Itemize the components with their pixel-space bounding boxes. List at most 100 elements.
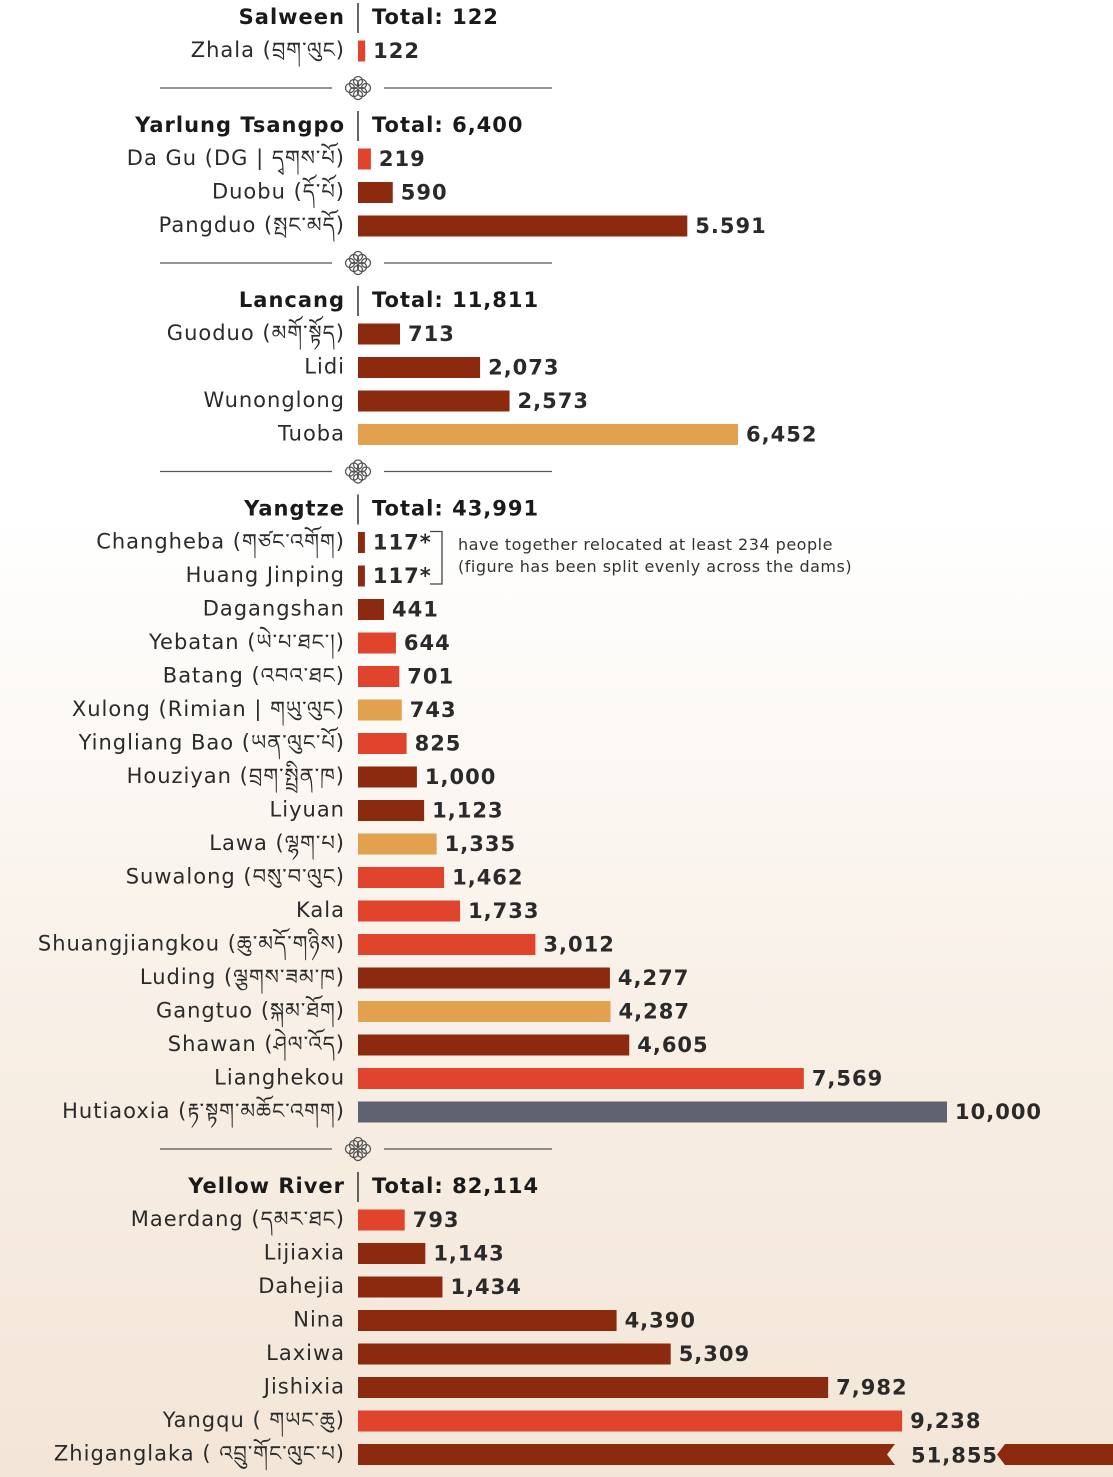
bar — [358, 699, 402, 721]
value-label: 51,855 — [911, 1444, 998, 1468]
dam-name: Duobu (དོ་པོ) — [212, 174, 345, 209]
value-label: 10,000 — [955, 1100, 1042, 1124]
dam-name: Guoduo (མགོ་སྟོད) — [167, 315, 345, 350]
separator-knot — [344, 1136, 372, 1162]
bar — [358, 900, 461, 922]
bar — [358, 867, 445, 888]
group-name: Yarlung Tsangpo — [134, 113, 345, 137]
dam-name: Laxiwa — [266, 1341, 345, 1365]
separator-knot — [344, 459, 372, 484]
bar — [358, 565, 365, 587]
bar — [358, 1034, 630, 1056]
separator-knot — [344, 250, 372, 276]
knot-loop — [348, 470, 360, 481]
value-label: 713 — [408, 322, 455, 346]
bar — [358, 424, 739, 445]
value-label: 122 — [373, 39, 420, 63]
value-label: 7,569 — [812, 1067, 883, 1091]
knot-loop — [348, 86, 360, 98]
value-label: 4,277 — [618, 966, 689, 990]
value-label: 1,335 — [445, 832, 516, 856]
dam-name: Changheba (གཙང་འགོག) — [96, 526, 345, 559]
bar — [358, 1068, 804, 1089]
bar — [358, 833, 437, 855]
bar — [358, 632, 396, 654]
bar — [358, 532, 365, 553]
separator-knot — [344, 75, 372, 101]
knot-loop — [356, 253, 368, 265]
value-label: 2,073 — [488, 356, 559, 380]
annotation: have together relocated at least 234 peo… — [458, 535, 833, 554]
value-label: 1,434 — [450, 1275, 521, 1299]
bar — [358, 323, 400, 345]
dam-name: Yebatan (ཡེ་པ་ཐང་།) — [148, 626, 345, 659]
dam-name: Jishixia — [262, 1375, 345, 1399]
dam-name: Dagangshan — [203, 597, 345, 621]
bar — [358, 1377, 829, 1398]
group-total: Total: 6,400 — [372, 113, 524, 137]
bar — [358, 1444, 1113, 1465]
bar — [358, 1310, 617, 1331]
knot-loop — [356, 1139, 368, 1151]
knot-loop — [348, 261, 360, 273]
group-name: Yellow River — [187, 1174, 345, 1198]
value-label: 9,238 — [910, 1409, 981, 1433]
knot-loop — [348, 253, 360, 265]
value-label: 825 — [415, 732, 462, 756]
knot-loop — [356, 470, 368, 481]
dam-name: Lidi — [304, 355, 345, 379]
bar — [358, 182, 393, 203]
bar — [358, 733, 407, 754]
value-label: 117* — [373, 564, 432, 588]
value-label: 1,123 — [432, 799, 503, 823]
bar — [358, 1001, 611, 1022]
dam-name: Maerdang (དམར་ཐང) — [131, 1207, 345, 1236]
knot-loop — [356, 462, 368, 473]
value-label: 793 — [413, 1208, 460, 1232]
dam-name: Shuangjiangkou (ཆུ་མདོ་གཉིས) — [38, 928, 345, 961]
value-label: 441 — [392, 598, 439, 622]
value-label: 4,605 — [637, 1033, 708, 1057]
group-total: Total: 122 — [372, 5, 499, 29]
knot-loop — [356, 261, 368, 273]
value-label: 5.591 — [695, 214, 766, 238]
dam-name: Liyuan — [270, 798, 345, 822]
bar — [358, 40, 366, 62]
bar — [358, 934, 536, 955]
knot-loop — [356, 1147, 368, 1159]
bar — [358, 599, 384, 620]
value-label: 590 — [401, 181, 448, 205]
dam-name: Da Gu (DG | དྭགས་པོ) — [127, 142, 345, 175]
dam-name: Xulong (Rimian | གཡུ་ལུང) — [72, 697, 345, 726]
dam-name: Pangduo (སྤང་མདོ) — [159, 209, 345, 242]
annotation-bracket — [430, 530, 443, 585]
dam-name: Luding (ལྕགས་ཟམ་ཁ) — [140, 965, 345, 994]
knot-loop — [356, 86, 368, 98]
bar — [358, 1101, 947, 1123]
value-label: 5,309 — [679, 1342, 750, 1366]
knot-loop — [348, 78, 360, 90]
dam-name: Kala — [296, 898, 345, 922]
bar — [358, 1343, 671, 1365]
dam-name: Batang (འབའ་ཐང) — [163, 664, 345, 688]
group-name: Yangtze — [243, 497, 345, 521]
bar — [358, 766, 417, 788]
value-label: 6,452 — [746, 423, 817, 447]
bar — [358, 1209, 405, 1231]
dam-name: Lijiaxia — [264, 1241, 345, 1265]
value-label: 701 — [407, 665, 454, 689]
value-label: 1,143 — [433, 1242, 504, 1266]
dam-name: Lianghekou — [214, 1066, 345, 1090]
dam-name: Dahejia — [258, 1274, 345, 1298]
dam-name: Tuoba — [277, 422, 345, 446]
dam-name: Suwalong (བསུ་བ་ལུང) — [126, 865, 345, 889]
annotation: (figure has been split evenly across the… — [458, 557, 852, 576]
dam-name: Wunonglong — [204, 388, 345, 412]
bar — [358, 390, 510, 412]
value-label: 7,982 — [836, 1376, 907, 1400]
value-label: 2,573 — [518, 389, 589, 413]
bar — [358, 215, 688, 237]
dam-name: Hutiaoxia (རྟ་སྟག་མཆོང་འགག) — [62, 1095, 345, 1128]
knot-loop — [348, 462, 360, 473]
